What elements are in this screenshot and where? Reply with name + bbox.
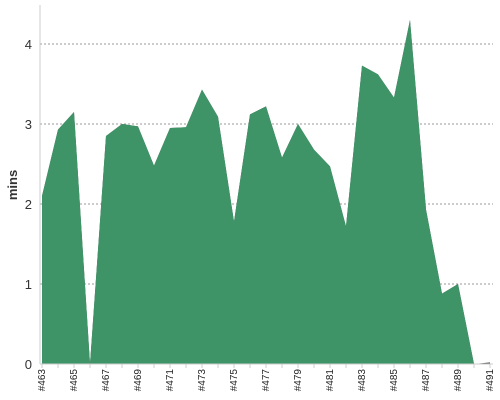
x-axis-ticks: #463 #465 #467 #469 #471 #473 #475 #477 #479 #481… [37,364,496,391]
y-tick-label: 1 [25,277,32,292]
x-tick-label: #477 [261,369,272,392]
x-tick-label: #475 [229,369,240,392]
y-tick-label: 2 [25,197,32,212]
x-tick-label: #479 [293,369,304,392]
x-tick-label: #483 [357,369,368,392]
y-axis-title: mins [5,170,20,200]
x-tick-label: #487 [421,369,432,392]
y-axis-ticks: 0 1 2 3 4 [25,37,32,372]
x-tick-label: #489 [453,369,464,392]
x-tick-label: #481 [325,369,336,392]
y-tick-label: 3 [25,117,32,132]
x-tick-label: #469 [133,369,144,392]
x-tick-label: #485 [389,369,400,392]
x-tick-label: #463 [37,369,48,392]
x-tick-label: #471 [165,369,176,392]
x-tick-label: #465 [69,369,80,392]
y-tick-label: 0 [25,357,32,372]
y-tick-label: 4 [25,37,32,52]
series-area-0 [42,20,490,364]
x-tick-label: #491 [485,369,496,392]
chart-areas [42,20,490,364]
x-tick-label: #473 [197,369,208,392]
x-tick-label: #467 [101,369,112,392]
